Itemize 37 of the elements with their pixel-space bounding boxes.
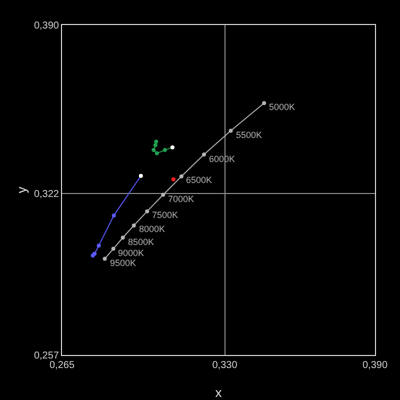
point bbox=[138, 174, 143, 178]
point bbox=[179, 174, 184, 178]
x-tick-label: 0,330 bbox=[212, 360, 238, 371]
y-tick-label: 0,390 bbox=[34, 20, 60, 32]
point bbox=[120, 236, 125, 240]
annotation: 7500K bbox=[152, 210, 178, 220]
point bbox=[102, 256, 107, 261]
x-tick-label: 0,265 bbox=[49, 360, 75, 371]
annotation: 8000K bbox=[139, 224, 166, 234]
point bbox=[161, 192, 166, 197]
x-axis-title: x bbox=[215, 385, 222, 400]
y-tick-label: 0,322 bbox=[34, 189, 60, 200]
y-tick-label: 0,257 bbox=[34, 350, 60, 362]
point bbox=[111, 246, 116, 251]
annotation: 9000K bbox=[118, 248, 144, 258]
annotation: 7000K bbox=[168, 194, 194, 204]
point bbox=[202, 152, 206, 157]
annotation: 6500K bbox=[186, 175, 212, 185]
point bbox=[154, 140, 158, 144]
point bbox=[153, 143, 158, 148]
point bbox=[152, 148, 156, 152]
annotation: 8500K bbox=[128, 237, 154, 247]
point bbox=[171, 177, 176, 182]
point bbox=[96, 244, 101, 248]
point bbox=[162, 148, 167, 152]
point bbox=[145, 209, 150, 214]
point bbox=[228, 128, 233, 133]
point bbox=[132, 223, 136, 228]
annotation: 5000K bbox=[269, 102, 296, 112]
x-tick-label: 0,390 bbox=[362, 360, 388, 371]
point bbox=[154, 151, 159, 156]
point bbox=[262, 101, 266, 106]
annotation: 9500K bbox=[110, 258, 136, 268]
point bbox=[112, 214, 116, 218]
annotation: 5500K bbox=[236, 130, 262, 140]
point bbox=[170, 145, 174, 150]
y-axis-title: y bbox=[14, 186, 29, 194]
